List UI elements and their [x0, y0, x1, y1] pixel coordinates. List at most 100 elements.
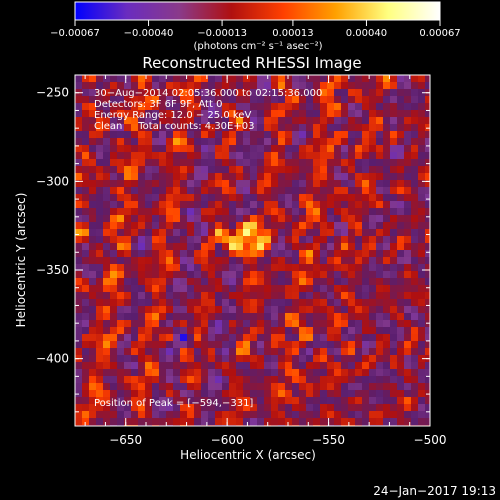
heatmap-pixel: [257, 404, 264, 411]
heatmap-pixel: [285, 411, 292, 418]
heatmap-pixel: [82, 222, 89, 229]
heatmap-pixel: [264, 271, 271, 278]
heatmap-pixel: [89, 173, 96, 180]
heatmap-pixel: [383, 341, 390, 348]
heatmap-pixel: [194, 166, 201, 173]
heatmap-pixel: [376, 292, 383, 299]
heatmap-pixel: [425, 243, 430, 250]
heatmap-pixel: [201, 110, 208, 117]
heatmap-pixel: [243, 117, 250, 124]
heatmap-pixel: [152, 159, 159, 166]
heatmap-pixel: [341, 180, 348, 187]
heatmap-pixel: [411, 110, 418, 117]
heatmap-pixel: [145, 166, 152, 173]
heatmap-pixel: [222, 229, 229, 236]
heatmap-pixel: [250, 166, 257, 173]
heatmap-pixel: [187, 138, 194, 145]
heatmap-pixel: [425, 201, 430, 208]
heatmap-pixel: [285, 299, 292, 306]
heatmap-pixel: [383, 369, 390, 376]
heatmap-pixel: [390, 103, 397, 110]
heatmap-pixel: [334, 299, 341, 306]
heatmap-pixel: [404, 145, 411, 152]
heatmap-pixel: [145, 271, 152, 278]
heatmap-pixel: [299, 278, 306, 285]
heatmap-pixel: [411, 257, 418, 264]
heatmap-pixel: [75, 390, 82, 397]
heatmap-pixel: [278, 306, 285, 313]
heatmap-pixel: [187, 285, 194, 292]
heatmap-pixel: [348, 215, 355, 222]
heatmap-pixel: [348, 138, 355, 145]
heatmap-pixel: [166, 362, 173, 369]
heatmap-pixel: [117, 327, 124, 334]
heatmap-pixel: [397, 250, 404, 257]
heatmap-pixel: [138, 397, 145, 404]
heatmap-pixel: [145, 369, 152, 376]
heatmap-pixel: [369, 292, 376, 299]
heatmap-pixel: [215, 397, 222, 404]
heatmap-pixel: [222, 152, 229, 159]
heatmap-pixel: [110, 355, 117, 362]
heatmap-pixel: [117, 355, 124, 362]
heatmap-pixel: [173, 278, 180, 285]
heatmap-pixel: [390, 173, 397, 180]
heatmap-pixel: [425, 348, 430, 355]
heatmap-pixel: [285, 285, 292, 292]
heatmap-pixel: [285, 292, 292, 299]
heatmap-pixel: [264, 187, 271, 194]
heatmap-pixel: [243, 320, 250, 327]
heatmap-pixel: [194, 369, 201, 376]
heatmap-pixel: [173, 131, 180, 138]
heatmap-pixel: [173, 362, 180, 369]
heatmap-pixel: [201, 292, 208, 299]
heatmap-pixel: [229, 362, 236, 369]
heatmap-pixel: [89, 222, 96, 229]
heatmap-pixel: [145, 376, 152, 383]
heatmap-pixel: [348, 306, 355, 313]
heatmap-pixel: [348, 299, 355, 306]
heatmap-pixel: [418, 257, 425, 264]
heatmap-pixel: [383, 110, 390, 117]
heatmap-pixel: [166, 355, 173, 362]
heatmap-pixel: [145, 96, 152, 103]
heatmap-pixel: [334, 250, 341, 257]
heatmap-pixel: [418, 355, 425, 362]
heatmap-pixel: [376, 75, 383, 82]
heatmap-pixel: [243, 313, 250, 320]
heatmap-pixel: [397, 222, 404, 229]
heatmap-pixel: [138, 187, 145, 194]
heatmap-pixel: [292, 376, 299, 383]
heatmap-pixel: [404, 131, 411, 138]
heatmap-pixel: [180, 208, 187, 215]
heatmap-pixel: [229, 320, 236, 327]
heatmap-pixel: [341, 278, 348, 285]
heatmap-pixel: [89, 124, 96, 131]
heatmap-pixel: [208, 271, 215, 278]
heatmap-pixel: [117, 236, 124, 243]
heatmap-pixel: [145, 173, 152, 180]
heatmap-pixel: [131, 348, 138, 355]
heatmap-pixel: [82, 348, 89, 355]
heatmap-pixel: [278, 201, 285, 208]
heatmap-pixel: [236, 257, 243, 264]
heatmap-pixel: [222, 341, 229, 348]
heatmap-pixel: [222, 131, 229, 138]
heatmap-pixel: [320, 264, 327, 271]
heatmap-pixel: [313, 257, 320, 264]
heatmap-pixel: [82, 292, 89, 299]
heatmap-pixel: [180, 194, 187, 201]
heatmap-pixel: [362, 355, 369, 362]
heatmap-pixel: [411, 222, 418, 229]
heatmap-pixel: [124, 334, 131, 341]
heatmap-pixel: [334, 348, 341, 355]
heatmap-pixel: [208, 348, 215, 355]
heatmap-pixel: [222, 222, 229, 229]
heatmap-pixel: [201, 138, 208, 145]
heatmap-pixel: [376, 236, 383, 243]
heatmap-pixel: [110, 75, 117, 82]
heatmap-pixel: [103, 397, 110, 404]
heatmap-pixel: [341, 173, 348, 180]
heatmap-pixel: [194, 103, 201, 110]
heatmap-pixel: [173, 292, 180, 299]
